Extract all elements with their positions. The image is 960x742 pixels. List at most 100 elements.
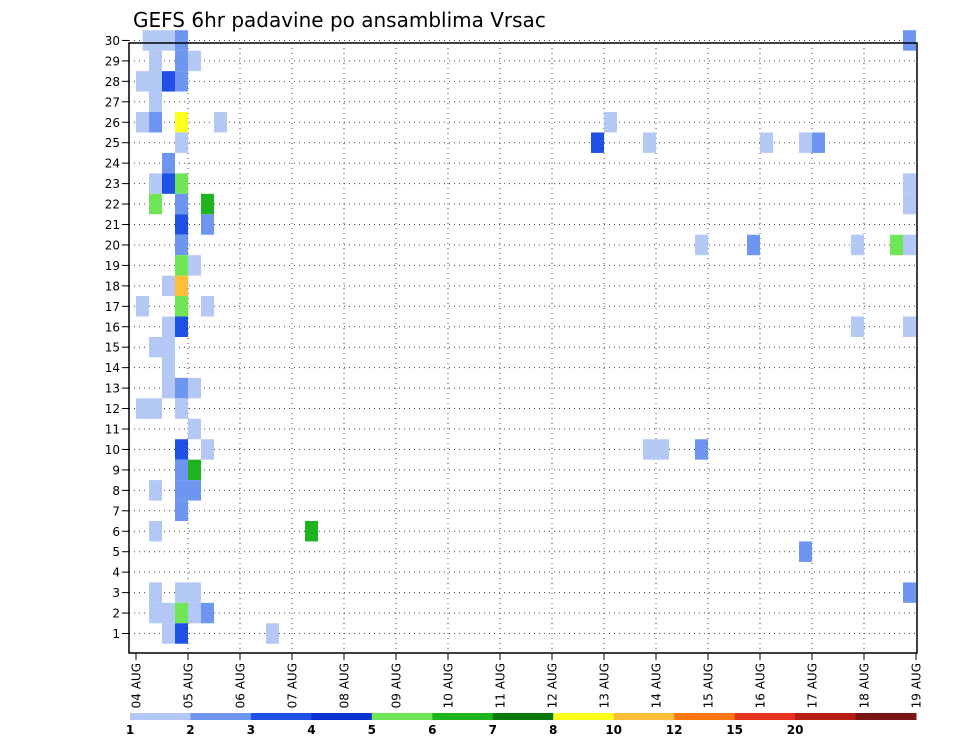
data-cell — [162, 336, 175, 358]
y-axis: 1234567891011121314151617181920212223242… — [105, 34, 129, 641]
data-cell — [149, 480, 162, 501]
colorbar-segment — [371, 713, 433, 720]
data-cell — [149, 521, 162, 542]
x-tick-label: 06 AUG — [234, 663, 248, 708]
data-cell — [201, 602, 214, 624]
data-cell — [149, 112, 162, 133]
data-cell — [175, 30, 188, 51]
data-cell — [175, 71, 188, 92]
cells — [136, 30, 916, 644]
data-cell — [799, 541, 812, 562]
y-tick-label: 6 — [112, 525, 120, 539]
y-tick-label: 2 — [112, 607, 120, 621]
x-tick-label: 17 AUG — [806, 663, 820, 708]
data-cell — [890, 234, 903, 256]
colorbar-label: 1 — [126, 723, 134, 737]
y-tick-label: 1 — [112, 627, 120, 641]
data-cell — [175, 459, 188, 481]
data-cell — [175, 582, 188, 603]
data-cell — [155, 30, 169, 51]
data-cell — [214, 112, 227, 133]
data-cell — [266, 623, 279, 644]
colorbar-label: 4 — [307, 723, 315, 737]
colorbar-label: 7 — [489, 723, 497, 737]
y-tick-label: 29 — [105, 54, 120, 68]
data-cell — [162, 71, 175, 92]
data-cell — [162, 602, 175, 624]
data-cell — [162, 316, 175, 337]
data-cell — [142, 30, 156, 51]
y-tick-label: 28 — [105, 75, 120, 89]
colorbar-segment — [553, 713, 615, 720]
data-cell — [604, 112, 617, 133]
data-cell — [149, 71, 162, 92]
data-cell — [162, 275, 175, 297]
data-cell — [643, 132, 656, 153]
colorbar-label: 20 — [787, 723, 804, 737]
y-tick-label: 17 — [105, 300, 120, 314]
data-cell — [591, 132, 604, 153]
colorbar-label: 6 — [428, 723, 436, 737]
data-cell — [201, 439, 214, 460]
data-cell — [136, 296, 149, 317]
data-cell — [903, 193, 916, 215]
data-cell — [162, 377, 175, 399]
colorbar-segment — [855, 713, 917, 720]
x-tick-label: 16 AUG — [754, 663, 768, 708]
colorbar-label: 15 — [726, 723, 743, 737]
data-cell — [175, 275, 188, 297]
x-axis: 04 AUG 05 AUG 06 AUG 07 AUG 08 AUG 09 AUG 10 A… — [130, 653, 924, 708]
data-cell — [175, 234, 188, 256]
y-tick-label: 27 — [105, 95, 120, 109]
data-cell — [136, 71, 149, 92]
x-tick-label: 07 AUG — [286, 663, 300, 708]
data-cell — [175, 132, 188, 153]
data-cell — [175, 193, 188, 215]
colorbar-label: 3 — [247, 723, 255, 737]
data-cell — [136, 398, 149, 419]
data-cell — [188, 459, 201, 481]
colorbar-segment — [674, 713, 736, 720]
chart-title: GEFS 6hr padavine po ansamblima Vrsac — [133, 8, 546, 32]
y-tick-label: 23 — [105, 177, 120, 191]
y-tick-label: 14 — [105, 361, 120, 375]
data-cell — [149, 173, 162, 194]
data-cell — [149, 602, 162, 624]
colorbar-segment — [432, 713, 494, 720]
colorbar-segment — [311, 713, 373, 720]
data-cell — [149, 582, 162, 603]
y-tick-label: 26 — [105, 116, 120, 130]
data-cell — [149, 336, 162, 358]
y-tick-label: 22 — [105, 198, 120, 212]
x-tick-label: 19 AUG — [910, 663, 924, 708]
colorbar: 1 2 3 4 5 6 7 8 10 12 15 20 — [126, 713, 917, 737]
colorbar-label: 8 — [549, 723, 557, 737]
x-tick-label: 14 AUG — [650, 663, 664, 708]
colorbar-segment — [795, 713, 857, 720]
data-cell — [201, 214, 214, 235]
y-tick-label: 3 — [112, 586, 120, 600]
y-tick-label: 4 — [112, 566, 120, 580]
x-tick-label: 13 AUG — [598, 663, 612, 708]
x-tick-label: 11 AUG — [494, 663, 508, 708]
data-cell — [695, 439, 708, 460]
y-tick-label: 10 — [105, 443, 120, 457]
data-cell — [162, 357, 175, 378]
data-cell — [175, 500, 188, 522]
data-cell — [175, 316, 188, 337]
y-tick-label: 30 — [105, 34, 120, 48]
data-cell — [188, 377, 201, 399]
data-cell — [188, 50, 201, 72]
data-cell — [903, 316, 916, 337]
data-cell — [175, 112, 188, 133]
data-cell — [175, 398, 188, 419]
x-tick-label: 05 AUG — [182, 663, 196, 708]
data-cell — [903, 582, 916, 603]
x-tick-label: 12 AUG — [546, 663, 560, 708]
data-cell — [188, 418, 201, 440]
grid — [129, 39, 917, 653]
data-cell — [162, 623, 175, 644]
y-tick-label: 24 — [105, 157, 120, 171]
colorbar-segment — [734, 713, 796, 720]
colorbar-label: 5 — [368, 723, 376, 737]
